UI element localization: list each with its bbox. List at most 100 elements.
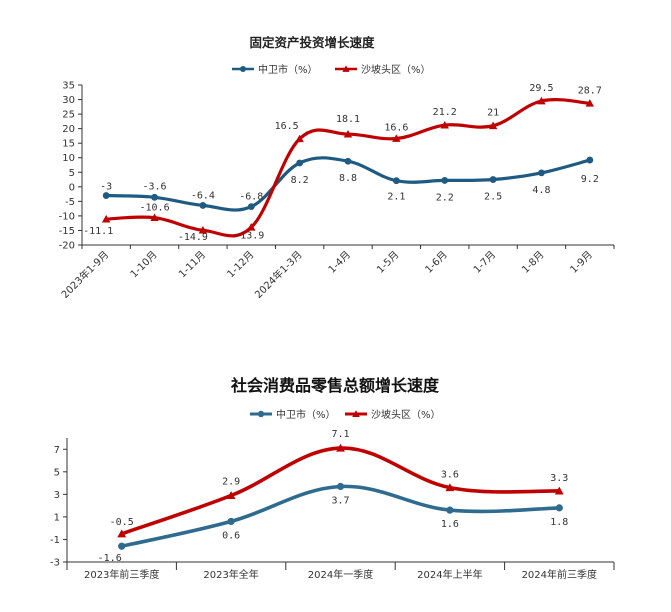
chart-legend: 中卫市（%） 沙坡头区（%）: [232, 63, 431, 76]
x-tick-label: 1-10月: [128, 249, 160, 281]
x-tick-label: 2024年前三季度: [522, 568, 597, 581]
data-point: [445, 483, 455, 492]
data-point: [101, 214, 111, 223]
x-tick-label: 2024年上半年: [417, 568, 482, 581]
x-tick-label: 2024年一季度: [308, 568, 373, 581]
data-point: [296, 159, 304, 167]
series-0: -3 -3.6 -6.4 -6.8 8.2 8.8 2.1 2.2 2.5 4.8 9.2: [100, 156, 599, 212]
data-point: [586, 156, 594, 164]
data-label: 3.7: [331, 495, 349, 506]
y-tick-label: 0: [69, 182, 75, 193]
data-label: -11.1: [83, 226, 113, 237]
y-tick-label: 10: [62, 153, 75, 164]
data-point: [344, 157, 352, 165]
data-label: 1.6: [441, 519, 459, 530]
data-point: [198, 225, 208, 234]
data-label: 8.8: [339, 173, 357, 184]
data-label: 2.2: [436, 192, 454, 203]
data-label: 8.2: [291, 175, 309, 186]
legend-label: 沙坡头区（%）: [371, 408, 441, 421]
x-tick-label: 2023年全年: [203, 568, 258, 581]
data-point: [392, 134, 401, 142]
y-tick-label: -20: [59, 241, 75, 252]
data-point: [118, 542, 126, 550]
chart-title: 固定资产投资增长速度: [249, 35, 375, 50]
data-label: 16.5: [275, 121, 299, 132]
data-label: -14.9: [178, 232, 208, 243]
data-point: [151, 193, 158, 201]
data-point: [295, 134, 304, 143]
data-label: 2.1: [387, 192, 405, 203]
data-label: -10.6: [139, 203, 169, 214]
data-point: [555, 504, 563, 512]
series-1: -11.1 -10.6 -14.9 -13.9 16.5 18.1 16.6 21.2 21 29…: [83, 83, 602, 243]
y-tick-label: 7: [54, 445, 60, 456]
series-1: -0.5 2.9 7.1 3.6 3.3: [110, 429, 568, 538]
y-tick-label: 5: [69, 168, 75, 179]
data-label: 1.8: [550, 517, 568, 528]
chart-legend: 中卫市（%） 沙坡头区（%）: [250, 408, 441, 421]
data-label: 16.6: [384, 123, 408, 134]
data-point: [227, 517, 235, 526]
y-tick-label: 15: [62, 139, 75, 150]
y-tick-label: 30: [62, 95, 75, 106]
data-point: [488, 121, 498, 130]
data-point: [336, 482, 345, 491]
y-tick-label: 20: [62, 124, 75, 135]
data-label: 7.1: [331, 429, 349, 440]
data-point: [538, 169, 545, 177]
legend-marker: [240, 66, 246, 72]
data-point: [247, 203, 255, 211]
legend-label: 沙坡头区（%）: [361, 63, 431, 76]
y-tick-label: -15: [59, 226, 75, 237]
x-tick-label: 1-6月: [423, 249, 450, 276]
x-tick-label: 1-4月: [326, 249, 353, 276]
data-label: -1.6: [98, 553, 122, 564]
y-tick-label: 25: [62, 110, 75, 121]
x-tick-label: 1-12月: [225, 249, 257, 281]
data-label: 18.1: [336, 114, 360, 125]
x-tick-label: 1-9月: [568, 249, 595, 276]
x-tick-label: 2023年前三季度: [84, 568, 159, 581]
x-tick-label: 2024年1-3月: [252, 248, 305, 301]
y-tick-label: -1: [50, 535, 60, 546]
x-tick-label: 1-7月: [471, 249, 498, 276]
x-tick-label: 1-8月: [519, 249, 546, 276]
data-point: [117, 529, 127, 538]
data-label: 2.9: [222, 476, 240, 487]
data-point: [537, 96, 546, 105]
data-label: -6.8: [239, 192, 263, 203]
data-point: [554, 486, 564, 495]
y-tick-label: 35: [62, 81, 75, 92]
data-label: -13.9: [234, 230, 264, 241]
data-point: [150, 213, 159, 222]
data-label: 21.2: [433, 107, 457, 118]
data-label: 2.5: [484, 192, 502, 203]
data-label: 0.6: [222, 530, 240, 541]
data-point: [585, 99, 595, 107]
y-tick-label: -10: [59, 211, 75, 222]
data-label: -3: [100, 182, 112, 193]
data-point: [247, 223, 256, 231]
data-label: 29.5: [529, 83, 553, 94]
data-label: -6.4: [191, 190, 215, 201]
data-point: [392, 177, 400, 185]
data-point: [199, 202, 207, 209]
data-label: 28.7: [578, 85, 602, 96]
data-label: -3.6: [142, 181, 166, 192]
data-point: [336, 443, 345, 452]
series-line: [104, 98, 592, 238]
data-point: [441, 177, 449, 184]
y-tick-label: -5: [65, 197, 75, 208]
data-label: 3.3: [550, 473, 568, 484]
y-tick-label: 3: [54, 490, 60, 501]
x-tick-label: 2023年1-9月: [58, 248, 111, 301]
data-label: 21: [487, 108, 499, 119]
legend-label: 中卫市（%）: [276, 408, 336, 421]
series-line: [119, 446, 562, 536]
data-point: [226, 491, 236, 500]
chart-title: 社会消费品零售总额增长速度: [230, 376, 440, 395]
data-point: [440, 120, 449, 129]
y-tick-label: -3: [50, 558, 60, 569]
